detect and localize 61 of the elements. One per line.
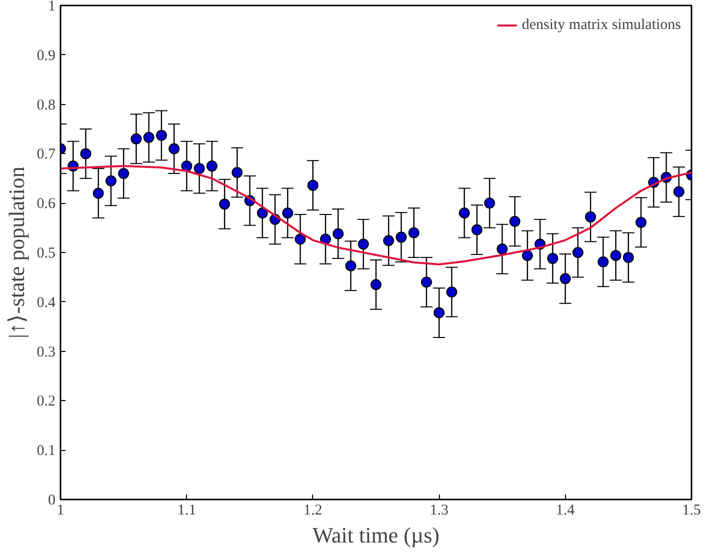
- point: [130, 133, 142, 144]
- y-tick-label: 1: [48, 0, 56, 14]
- y-tick-label: 0.9: [36, 48, 56, 64]
- point: [458, 207, 470, 218]
- point: [673, 186, 684, 198]
- point: [294, 234, 306, 245]
- x-tick-label: 1.2: [304, 502, 322, 518]
- point: [434, 307, 445, 318]
- point: [181, 160, 192, 172]
- point: [80, 148, 92, 160]
- y-axis-title: |↑⟩-state population: [4, 166, 29, 338]
- point: [598, 256, 609, 268]
- y-tick-label: 0.1: [36, 443, 56, 460]
- point: [168, 143, 180, 154]
- y-tick-label: 0.2: [36, 394, 56, 410]
- point: [446, 286, 458, 298]
- point: [105, 175, 116, 186]
- point: [572, 247, 584, 258]
- point: [118, 168, 130, 179]
- y-tick-label: 0.5: [36, 246, 56, 262]
- point: [547, 252, 558, 264]
- point: [194, 163, 205, 174]
- point: [484, 198, 496, 209]
- point: [345, 260, 356, 272]
- point: [232, 166, 243, 178]
- point: [370, 279, 382, 290]
- point: [496, 244, 508, 255]
- y-tick-label: 0.3: [36, 344, 56, 360]
- point: [256, 207, 268, 218]
- point: [358, 238, 369, 250]
- point: [622, 252, 634, 263]
- point: [560, 273, 571, 284]
- x-tick-label: 1.3: [430, 502, 448, 518]
- legend-label: density matrix simulations: [522, 16, 681, 34]
- y-tick-label: 0.8: [36, 97, 56, 114]
- point: [636, 216, 647, 228]
- point: [219, 198, 230, 210]
- point: [396, 232, 407, 243]
- y-tick-label: 0.6: [36, 196, 56, 212]
- x-axis-title: Wait time (µs): [312, 522, 440, 548]
- point: [610, 250, 622, 261]
- point: [282, 207, 294, 218]
- x-tick-label: 1.4: [556, 502, 576, 518]
- point: [420, 276, 432, 288]
- point: [408, 227, 420, 238]
- point: [471, 224, 482, 236]
- point: [307, 180, 318, 191]
- point: [92, 188, 104, 199]
- point: [206, 160, 218, 172]
- point: [156, 130, 167, 141]
- y-tick-label: 0: [48, 492, 56, 508]
- point: [383, 235, 394, 246]
- point: [143, 132, 154, 143]
- y-tick-label: 0.7: [36, 146, 56, 163]
- point: [332, 228, 344, 240]
- point: [522, 250, 533, 261]
- x-tick-label: 1.1: [177, 502, 196, 518]
- y-tick-label: 0.4: [36, 294, 56, 311]
- point: [585, 211, 596, 222]
- x-tick-label: 1.5: [682, 502, 701, 518]
- point: [509, 216, 520, 227]
